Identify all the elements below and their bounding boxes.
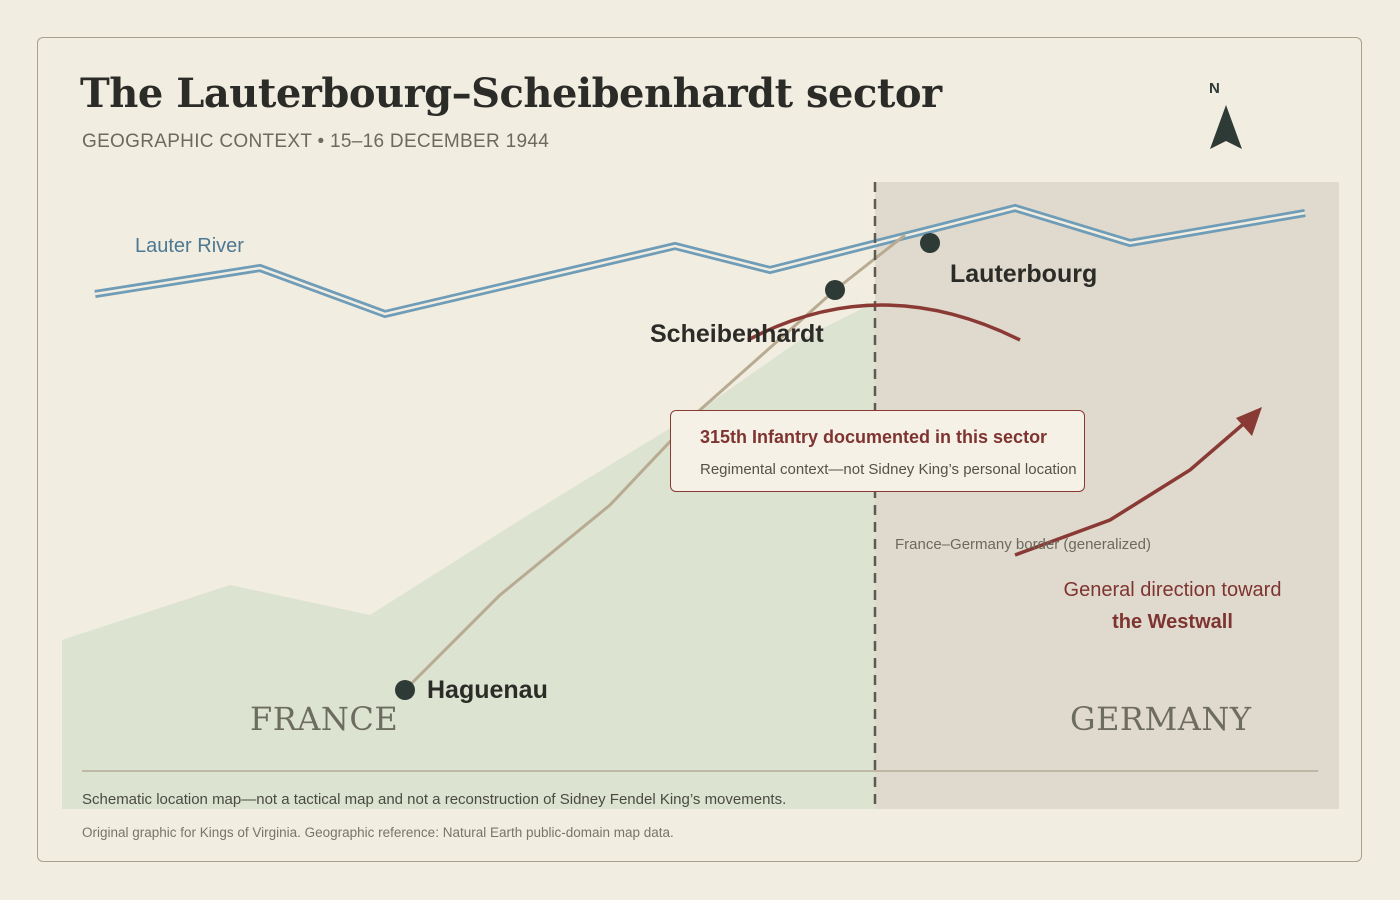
north-arrow-icon (1210, 105, 1242, 149)
map-subtitle: GEOGRAPHIC CONTEXT • 15–16 DECEMBER 1944 (82, 131, 550, 152)
marker-lauterbourg (920, 233, 940, 253)
callout-body: Regimental context—not Sidney King’s per… (700, 461, 1077, 478)
map-frame (37, 37, 1362, 862)
sector-arc (747, 303, 1021, 342)
river-label: Lauter River (135, 235, 244, 257)
border-label: France–Germany border (generalized) (895, 536, 1151, 553)
north-label: N (1209, 80, 1220, 97)
footer-credit: Original graphic for Kings of Virginia. … (82, 825, 674, 840)
marker-haguenau (395, 680, 415, 700)
country-label-france: FRANCE (250, 700, 399, 738)
country-label-germany: GERMANY (1070, 700, 1252, 738)
town-label-haguenau: Haguenau (427, 676, 548, 704)
direction-label-line2: the Westwall (1112, 611, 1233, 633)
lauter-river-inner (94, 206, 1306, 316)
callout-title: 315th Infantry documented in this sector (700, 427, 1048, 447)
direction-label-line1: General direction toward (1063, 579, 1282, 601)
direction-arrow-icon (1236, 407, 1262, 436)
france-region (62, 302, 875, 809)
direction-label: General direction toward the Westwall (1040, 574, 1305, 638)
town-label-lauterbourg: Lauterbourg (950, 260, 1098, 288)
germany-region (875, 182, 1339, 809)
sector-callout: 315th Infantry documented in this sector… (670, 410, 1085, 492)
direction-arrow-line (1014, 418, 1250, 557)
town-label-scheibenhardt: Scheibenhardt (650, 320, 824, 348)
marker-scheibenhardt (825, 280, 845, 300)
map-title: The Lauterbourg–Scheibenhardt sector (80, 70, 942, 117)
footer-note: Schematic location map—not a tactical ma… (82, 791, 787, 808)
